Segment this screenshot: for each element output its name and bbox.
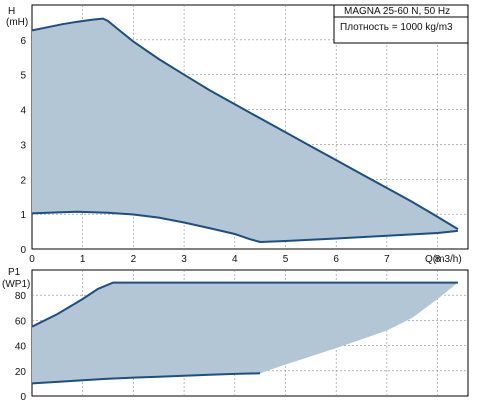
- head-x-tick-label: 7: [384, 254, 390, 265]
- legend-box: [333, 4, 469, 44]
- head-y-tick-label: 6: [20, 36, 26, 47]
- power-ylabel-line1: P1: [8, 267, 21, 278]
- head-x-tick-label: 4: [232, 254, 238, 265]
- head-ylabel-line1: H: [8, 6, 15, 17]
- power-y-tick-label: 80: [15, 291, 27, 302]
- head-y-tick-label: 0: [20, 245, 26, 256]
- head-x-tick-label: 0: [29, 254, 35, 265]
- power-ylabel-line2: (WP1): [2, 279, 30, 290]
- head-operating-area: [32, 18, 458, 242]
- head-y-tick-label: 4: [20, 106, 26, 117]
- head-y-tick-label: 2: [20, 175, 26, 186]
- head-x-tick-label: 3: [181, 254, 187, 265]
- head-x-tick-label: 8: [435, 254, 441, 265]
- power-y-tick-label: 40: [15, 342, 27, 353]
- power-y-tick-label: 0: [20, 392, 26, 400]
- head-x-tick-labels: 0 1 2 3 4 5 6 7 8: [29, 254, 441, 265]
- head-panel: 0 1 2 3 4 5 6 0 1 2 3 4 5 6 7 8 H (mH) Q(m3/h) MAGNA 2…: [6, 4, 469, 265]
- head-y-tick-labels: 0 1 2 3 4 5 6: [20, 36, 26, 256]
- head-ylabel-line2: (mH): [6, 17, 28, 28]
- power-panel: 0 20 40 60 80 P1 (WP1): [2, 267, 469, 400]
- power-operating-area: [32, 282, 458, 384]
- head-x-tick-label: 5: [283, 254, 289, 265]
- power-y-tick-labels: 0 20 40 60 80: [15, 291, 27, 400]
- head-y-tick-label: 1: [20, 210, 26, 221]
- head-min-curve: [31, 210, 459, 244]
- head-max-curve: [31, 17, 459, 230]
- chart-title: MAGNA 25-60 N, 50 Hz: [344, 6, 450, 17]
- power-max-curve: [31, 281, 458, 328]
- head-x-tick-label: 6: [333, 254, 339, 265]
- head-y-tick-label: 3: [20, 140, 26, 151]
- head-xlabel: Q(m3/h): [425, 254, 462, 265]
- power-y-tick-label: 20: [15, 367, 27, 378]
- head-x-tick-label: 2: [131, 254, 137, 265]
- power-min-curve: [31, 372, 261, 385]
- head-x-tick-label: 1: [80, 254, 86, 265]
- chart-subtitle: Плотность = 1000 kg/m3: [340, 22, 453, 33]
- head-y-tick-label: 5: [20, 71, 26, 82]
- power-y-tick-label: 60: [15, 316, 27, 327]
